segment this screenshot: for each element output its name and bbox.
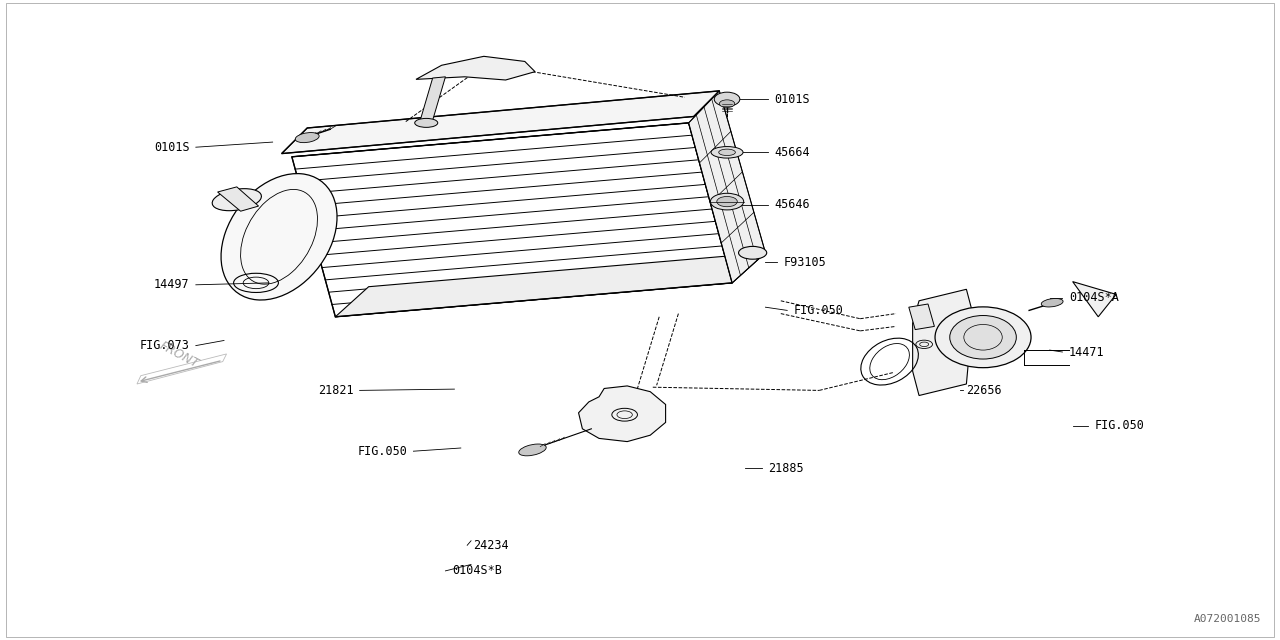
Polygon shape [913, 289, 973, 396]
Text: 45664: 45664 [774, 146, 810, 159]
Polygon shape [292, 123, 732, 317]
Text: 45646: 45646 [774, 198, 810, 211]
Ellipse shape [518, 444, 547, 456]
Ellipse shape [718, 149, 735, 156]
Text: 0101S: 0101S [154, 141, 189, 154]
Ellipse shape [950, 316, 1016, 359]
Ellipse shape [719, 100, 735, 108]
Ellipse shape [710, 193, 744, 210]
Text: 21885: 21885 [768, 462, 804, 475]
Text: FIG.050: FIG.050 [357, 445, 407, 458]
Text: FIG.073: FIG.073 [140, 339, 189, 352]
Ellipse shape [212, 189, 261, 211]
Polygon shape [218, 187, 259, 211]
Text: F93105: F93105 [783, 256, 826, 269]
Text: FRONT: FRONT [157, 340, 201, 371]
Text: 24234: 24234 [474, 539, 509, 552]
Text: FIG.050: FIG.050 [1094, 419, 1144, 432]
Text: FIG.050: FIG.050 [794, 304, 844, 317]
Ellipse shape [415, 118, 438, 127]
Polygon shape [1073, 282, 1116, 317]
Ellipse shape [934, 307, 1032, 367]
Text: 0104S*A: 0104S*A [1069, 291, 1119, 304]
Text: 14471: 14471 [1069, 346, 1105, 358]
Text: 0104S*B: 0104S*B [452, 564, 502, 577]
Polygon shape [579, 386, 666, 442]
Text: 14497: 14497 [154, 278, 189, 291]
Text: 22656: 22656 [966, 384, 1002, 397]
Ellipse shape [296, 132, 319, 143]
Polygon shape [909, 304, 934, 330]
Ellipse shape [221, 173, 337, 300]
Polygon shape [416, 56, 535, 80]
Ellipse shape [714, 92, 740, 106]
Text: 0101S: 0101S [774, 93, 810, 106]
Ellipse shape [712, 147, 742, 158]
Polygon shape [689, 91, 765, 283]
Text: A072001085: A072001085 [1193, 614, 1261, 624]
Ellipse shape [1041, 298, 1064, 307]
Ellipse shape [739, 246, 767, 259]
Text: 21821: 21821 [317, 384, 353, 397]
Polygon shape [420, 77, 445, 122]
Polygon shape [335, 253, 765, 317]
Ellipse shape [717, 196, 737, 207]
Polygon shape [282, 91, 719, 154]
